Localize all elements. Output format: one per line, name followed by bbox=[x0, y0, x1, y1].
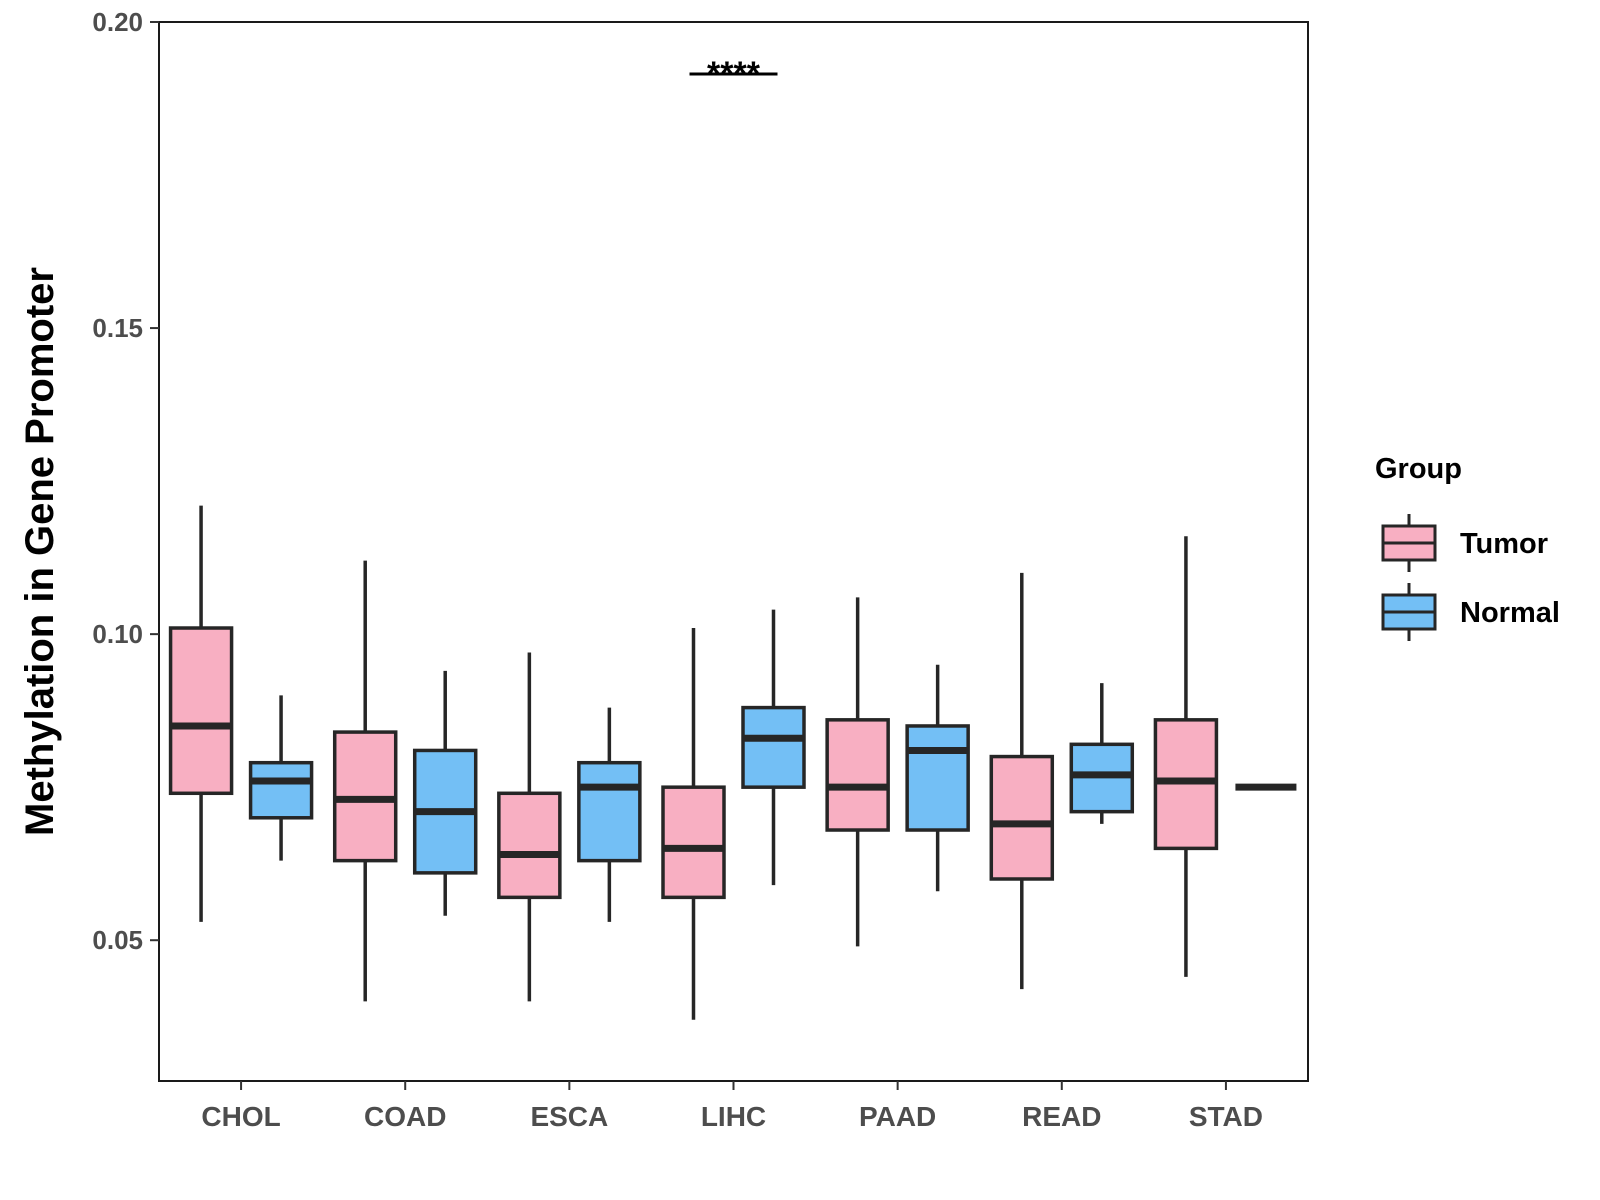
x-tick-label-read: READ bbox=[1022, 1101, 1101, 1132]
x-tick-label-stad: STAD bbox=[1189, 1101, 1263, 1132]
y-tick-label: 0.10 bbox=[92, 619, 143, 649]
box-tumor-chol bbox=[168, 505, 234, 922]
box-iqr bbox=[168, 626, 234, 796]
box-normal-coad bbox=[412, 670, 478, 916]
box-iqr bbox=[825, 718, 890, 832]
legend-title: Group bbox=[1375, 453, 1462, 485]
box-tumor-read bbox=[989, 572, 1055, 990]
box-iqr bbox=[497, 791, 562, 900]
box-normal-paad bbox=[905, 664, 970, 892]
legend-entry-tumor: Tumor bbox=[1381, 514, 1548, 572]
box-tumor-esca bbox=[497, 652, 562, 1002]
significance-label: **** bbox=[707, 55, 761, 93]
y-tick-label: 0.05 bbox=[92, 925, 143, 955]
legend-label: Tumor bbox=[1460, 528, 1548, 560]
box-normal-lihc bbox=[741, 609, 806, 886]
box-iqr bbox=[989, 754, 1055, 881]
x-tick-label-paad: PAAD bbox=[859, 1101, 936, 1132]
box-tumor-stad bbox=[1153, 536, 1219, 977]
box-normal-esca bbox=[577, 707, 642, 922]
y-tick-label: 0.15 bbox=[92, 313, 143, 343]
box-tumor-paad bbox=[825, 597, 890, 947]
box-iqr bbox=[905, 724, 970, 832]
y-tick-label: 0.20 bbox=[92, 7, 143, 37]
box-iqr bbox=[741, 705, 806, 789]
box-iqr bbox=[661, 785, 726, 900]
y-axis-title: Methylation in Gene Promoter bbox=[18, 267, 62, 836]
box-normal-read bbox=[1069, 683, 1135, 824]
box-tumor-coad bbox=[332, 560, 398, 1002]
x-tick-label-lihc: LIHC bbox=[701, 1101, 766, 1132]
x-tick-label-esca: ESCA bbox=[530, 1101, 608, 1132]
x-tick-label-chol: CHOL bbox=[201, 1101, 280, 1132]
plot-panel bbox=[158, 21, 1309, 1082]
legend-entry-normal: Normal bbox=[1381, 583, 1560, 641]
legend-label: Normal bbox=[1460, 597, 1560, 629]
box-normal-chol bbox=[248, 695, 314, 861]
box-tumor-lihc bbox=[661, 628, 726, 1020]
box-iqr bbox=[577, 760, 642, 863]
box-iqr bbox=[248, 760, 314, 820]
x-tick-label-coad: COAD bbox=[364, 1101, 446, 1132]
